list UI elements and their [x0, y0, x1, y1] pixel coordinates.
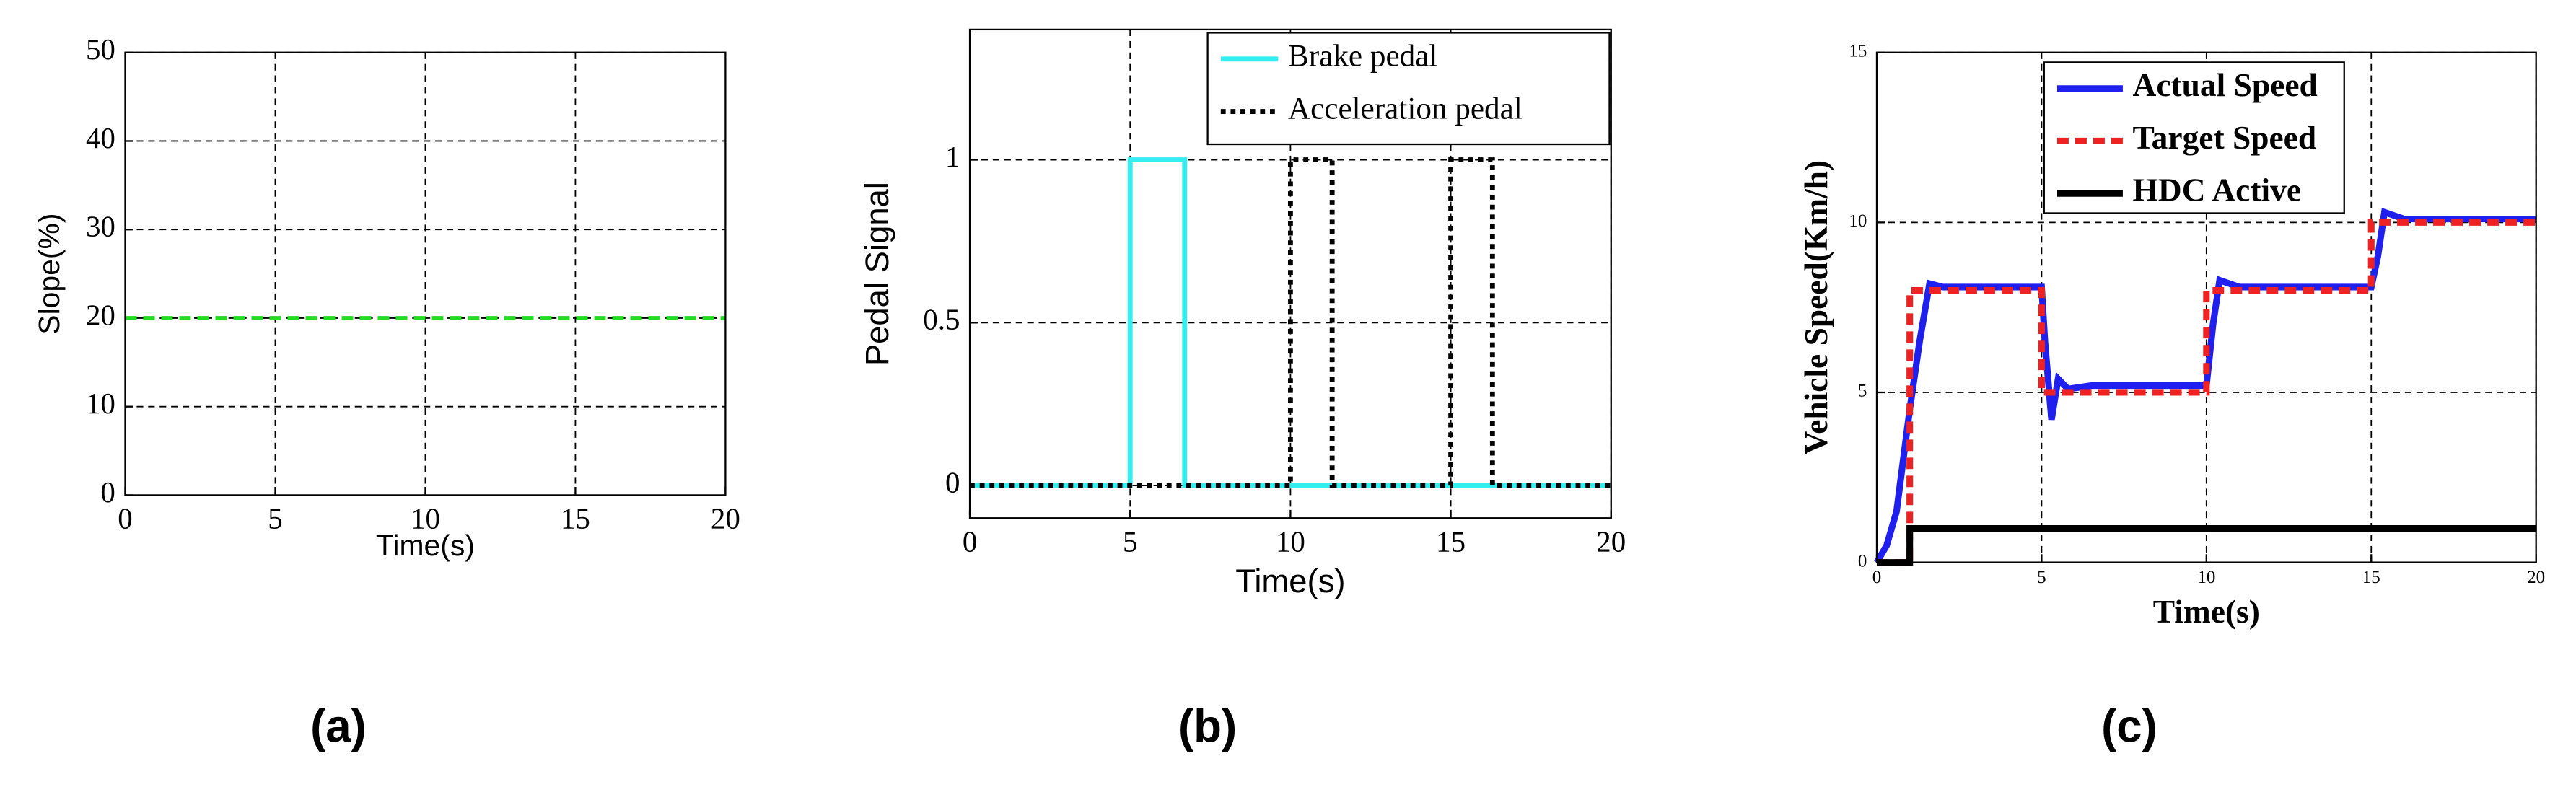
x-tick-label: 15 — [1436, 525, 1466, 558]
x-tick-label: 0 — [963, 525, 977, 558]
series-line — [970, 157, 1611, 488]
legend-label: Brake pedal — [1288, 40, 1437, 74]
x-tick-label: 5 — [268, 503, 282, 535]
x-tick-label: 15 — [561, 503, 590, 535]
x-axis-label: Time(s) — [376, 529, 475, 562]
y-axis-label: Pedal Signal — [859, 182, 895, 366]
legend-label: Acceleration pedal — [1288, 92, 1523, 126]
y-axis-label: Vehicle Speed(Km/h) — [1797, 160, 1834, 455]
series-line — [1874, 208, 2536, 564]
y-tick-label: 10 — [86, 387, 115, 420]
y-tick-label: 15 — [1849, 41, 1867, 61]
y-tick-label: 5 — [1858, 382, 1867, 401]
axes-box — [968, 28, 1612, 519]
panel-label: (a) — [310, 700, 367, 752]
panel-label: (c) — [2101, 700, 2157, 752]
y-tick-label: 10 — [1849, 211, 1867, 231]
x-tick-label: 10 — [411, 503, 440, 535]
x-tick-label: 5 — [2037, 568, 2046, 587]
y-tick-label: 30 — [86, 211, 115, 243]
x-tick-label: 5 — [1123, 525, 1137, 558]
x-axis-label: Time(s) — [1235, 563, 1345, 599]
x-tick-label: 10 — [2197, 568, 2215, 587]
panel-label: (b) — [1178, 700, 1237, 752]
y-tick-label: 0 — [1858, 551, 1867, 571]
legend-label: HDC Active — [2133, 172, 2301, 208]
x-tick-label: 20 — [1596, 525, 1626, 558]
y-axis-label: Slope(%) — [32, 213, 66, 334]
x-tick-label: 15 — [2362, 568, 2380, 587]
x-tick-label: 10 — [1276, 525, 1305, 558]
legend-label: Actual Speed — [2133, 66, 2318, 103]
y-tick-label: 1 — [945, 141, 960, 173]
y-tick-label: 50 — [86, 33, 115, 66]
axes-box — [1875, 51, 2537, 563]
y-tick-label: 0.5 — [923, 304, 960, 336]
x-tick-label: 20 — [711, 503, 740, 535]
y-tick-label: 0 — [945, 466, 960, 498]
y-tick-label: 0 — [100, 476, 115, 509]
series-line — [1876, 219, 2536, 566]
y-tick-label: 20 — [86, 299, 115, 331]
x-tick-label: 20 — [2527, 568, 2545, 587]
x-tick-label: 0 — [1872, 568, 1882, 587]
legend-box — [1206, 32, 1611, 146]
x-axis-label: Time(s) — [2153, 593, 2260, 630]
legend-label: Target Speed — [2133, 119, 2317, 156]
x-tick-label: 0 — [118, 503, 132, 535]
y-tick-label: 40 — [86, 122, 115, 154]
axes-box — [124, 51, 727, 496]
